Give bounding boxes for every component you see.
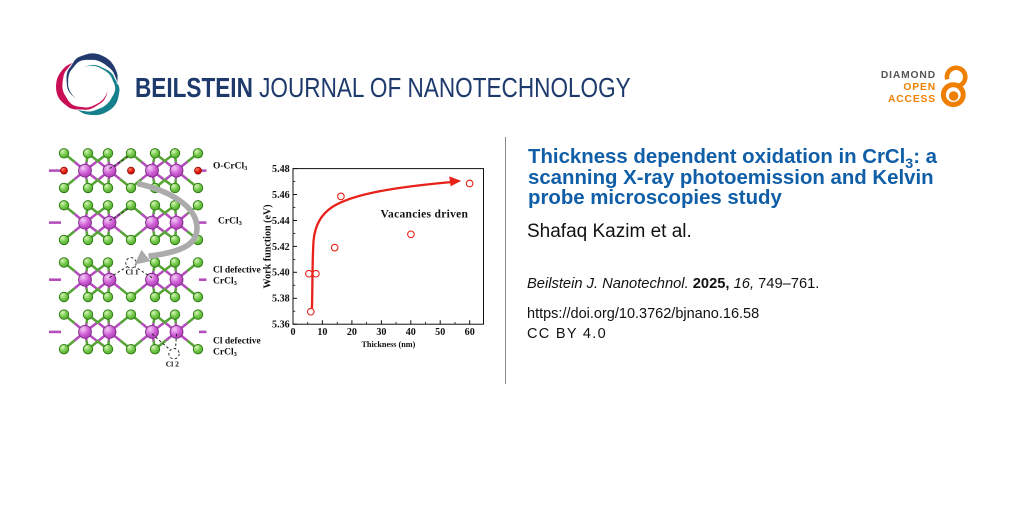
svg-text:30: 30	[376, 327, 386, 338]
svg-text:Cl 1: Cl 1	[126, 268, 139, 277]
svg-text:Cl 2: Cl 2	[166, 360, 179, 369]
svg-text:10: 10	[317, 327, 327, 338]
svg-text:5.36: 5.36	[272, 320, 290, 331]
svg-text:O-CrCl3: O-CrCl3	[213, 162, 248, 173]
svg-text:60: 60	[465, 327, 475, 338]
svg-text:5.48: 5.48	[272, 164, 290, 175]
svg-text:5.44: 5.44	[272, 216, 290, 227]
svg-text:0: 0	[290, 327, 295, 338]
svg-text:40: 40	[406, 327, 416, 338]
svg-text:50: 50	[435, 327, 445, 338]
svg-text:5.38: 5.38	[272, 294, 290, 305]
svg-text:CrCl3: CrCl3	[218, 217, 243, 228]
svg-text:5.40: 5.40	[272, 268, 290, 279]
svg-text:CrCl3: CrCl3	[213, 277, 238, 288]
svg-text:Work function (eV): Work function (eV)	[263, 204, 274, 288]
svg-text:20: 20	[347, 327, 357, 338]
svg-text:5.42: 5.42	[272, 242, 290, 253]
svg-text:CrCl3: CrCl3	[213, 348, 238, 359]
svg-text:Cl defective: Cl defective	[213, 337, 261, 347]
svg-text:Vacancies driven: Vacancies driven	[381, 209, 469, 221]
svg-text:5.46: 5.46	[272, 190, 290, 201]
svg-text:Cl defective: Cl defective	[213, 266, 261, 276]
svg-text:Thickness (nm): Thickness (nm)	[361, 340, 415, 349]
